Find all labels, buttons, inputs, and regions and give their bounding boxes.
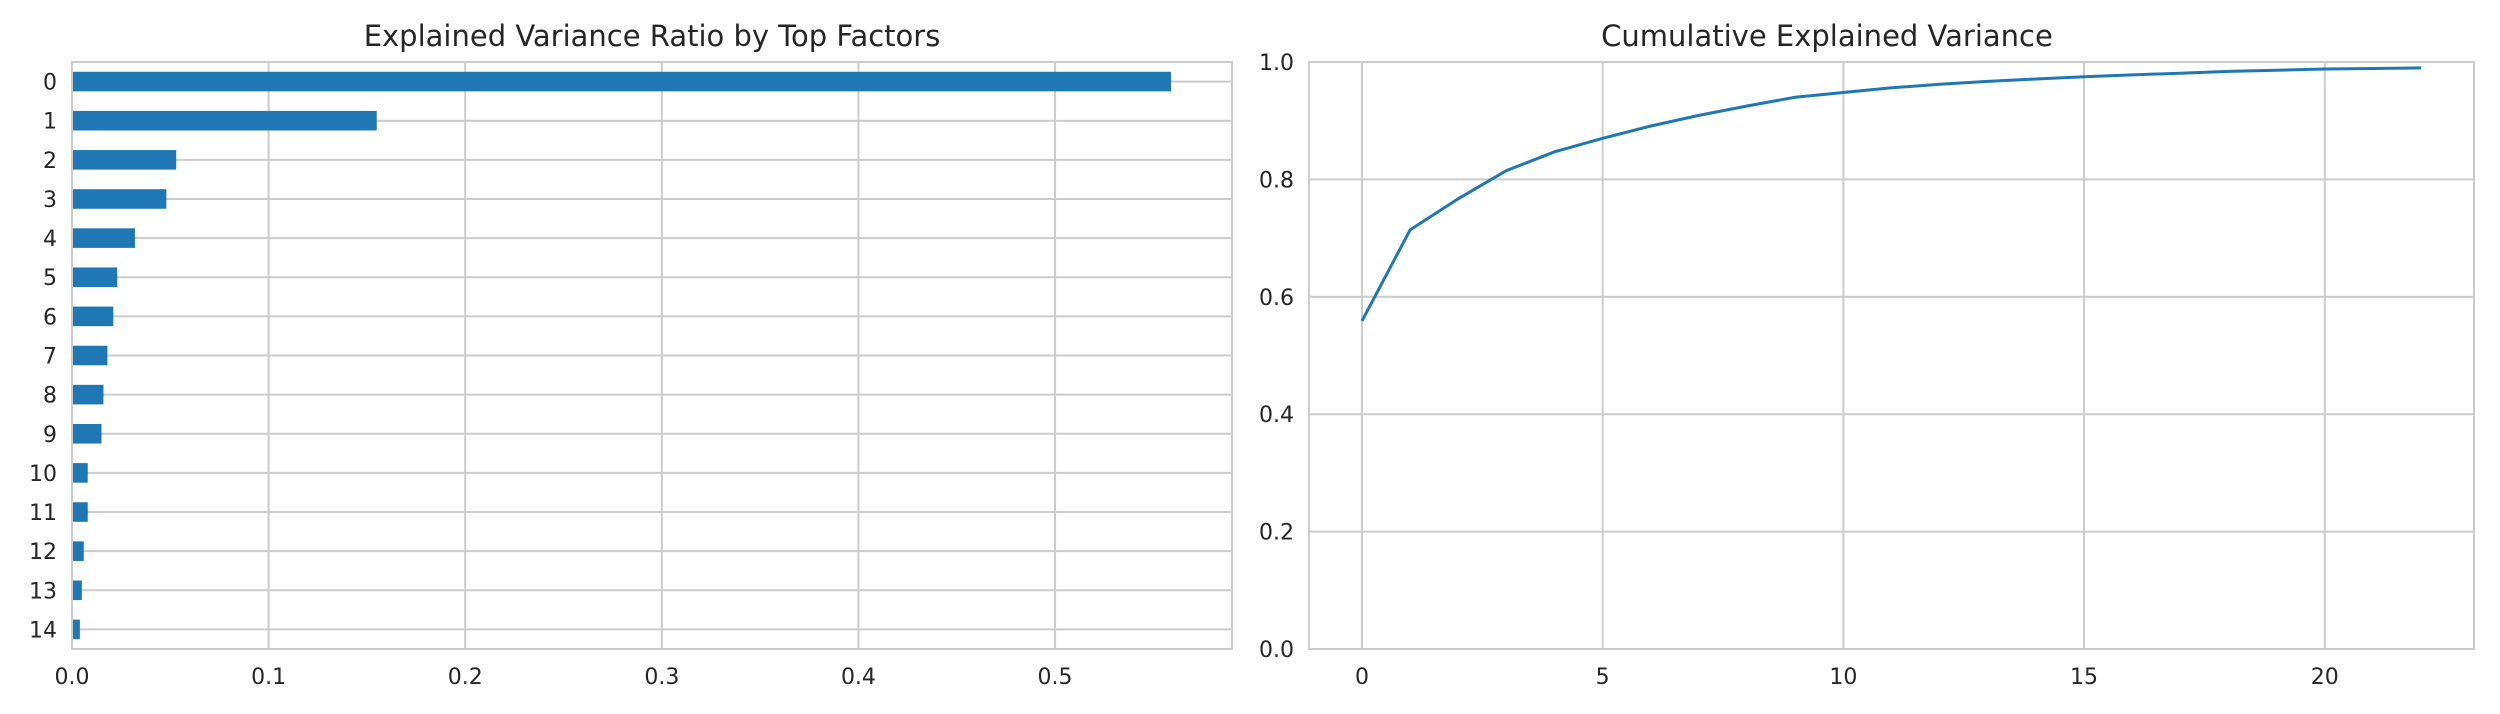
bar-factor-11 [72,502,88,522]
bar-chart-x-tick-label: 0.0 [55,665,90,690]
line-chart-y-tick-label: 0.4 [1259,403,1294,428]
bar-factor-1 [72,110,377,131]
bar-chart-y-tick-label: 9 [43,423,57,448]
bar-chart-y-tick-label: 10 [29,462,57,487]
cumulative-variance-line [1360,66,2422,322]
line-chart-frame [1308,61,2475,650]
bar-chart-y-tick-label: 12 [29,540,57,565]
line-chart-x-tick-label: 15 [2070,665,2098,690]
line-chart-title: Cumulative Explained Variance [1601,19,2053,53]
bar-chart-frame [71,61,1233,650]
bar-chart-x-tick-labels: 0.0 0.1 0.2 0.3 0.4 0.5 [55,665,1073,690]
bar-factor-14 [72,619,80,640]
bar-chart-y-tick-label: 2 [43,149,57,174]
bar-factor-6 [72,306,114,327]
bar-factor-5 [72,267,118,288]
bar-chart-y-tick-label: 11 [29,501,57,526]
line-chart-x-tick-label: 20 [2311,665,2339,690]
bar-chart-x-tick-label: 0.4 [841,665,876,690]
bar-factor-4 [72,228,135,248]
bar-chart-panel: Explained Variance Ratio by Top Factors … [29,19,1233,690]
bar-chart-y-tick-label: 6 [43,305,57,330]
bar-factor-2 [72,150,177,170]
line-chart-x-tick-label: 5 [1596,665,1610,690]
bar-chart-x-tick-label: 0.2 [448,665,483,690]
bar-chart-y-tick-label: 7 [43,345,57,370]
bar-factor-0 [72,71,1172,92]
line-chart-y-tick-label: 0.6 [1259,286,1294,311]
line-chart-x-tick-label: 10 [1829,665,1857,690]
bar-chart-y-tick-label: 1 [43,110,57,135]
bar-chart-title: Explained Variance Ratio by Top Factors [364,19,941,53]
bar-chart-y-tick-label: 13 [29,579,57,604]
bar-factor-12 [72,541,84,561]
bar-factor-3 [72,189,167,209]
bar-chart-x-tick-label: 0.3 [644,665,679,690]
line-chart-y-tick-label: 0.8 [1259,168,1294,193]
line-chart-x-tick-labels: 0 5 10 15 20 [1355,665,2339,690]
line-chart-y-tick-label: 1.0 [1259,51,1294,76]
bar-factor-9 [72,423,102,444]
bar-factor-10 [72,463,88,483]
bar-chart-x-tick-label: 0.5 [1038,665,1073,690]
line-chart-y-tick-label: 0.0 [1259,638,1294,663]
bar-chart-bars [72,71,1172,640]
bar-factor-13 [72,580,82,601]
bar-chart-y-tick-label: 8 [43,384,57,409]
bar-chart-x-tick-label: 0.1 [251,665,286,690]
bar-factor-8 [72,384,104,405]
bar-factor-7 [72,345,108,366]
line-chart-y-tick-labels: 0.0 0.2 0.4 0.6 0.8 1.0 [1259,51,1294,663]
line-chart-x-tick-label: 0 [1355,665,1369,690]
line-chart-panel: Cumulative Explained Variance 0.00.20.40… [1259,19,2475,690]
bar-chart-y-tick-label: 5 [43,266,57,291]
bar-chart-y-tick-label: 14 [29,618,57,643]
bar-chart-y-tick-label: 0 [43,71,57,96]
line-chart-y-tick-label: 0.2 [1259,521,1294,546]
bar-chart-y-tick-label: 3 [43,188,57,213]
bar-chart-y-tick-label: 4 [43,227,57,252]
